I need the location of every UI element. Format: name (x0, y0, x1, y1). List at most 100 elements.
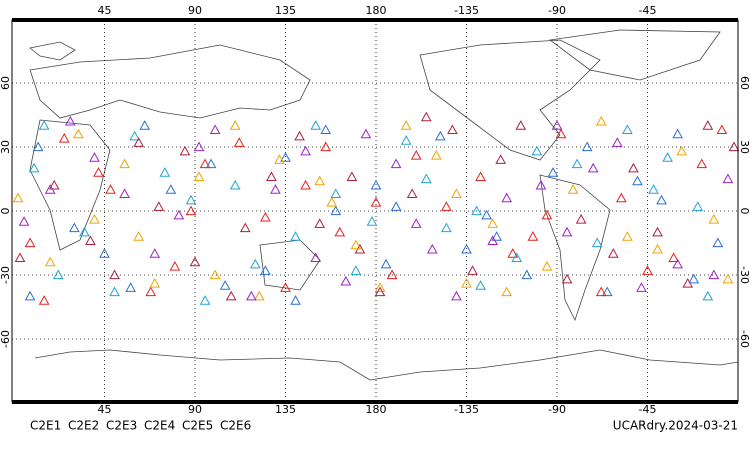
x-tick-label: 135 (275, 4, 296, 17)
observation-marker (567, 184, 579, 194)
observation-marker (656, 194, 667, 205)
observation-marker (595, 286, 607, 297)
observation-marker (119, 188, 130, 199)
y-tick-label: -30 (0, 266, 12, 284)
observation-marker (591, 237, 603, 248)
observation-marker (360, 128, 372, 139)
australia-coast (259, 239, 321, 291)
labels: 45 45 90 90 135 135 180 180 -135 -135 -90 -90 -45 -45… (0, 4, 750, 433)
observation-marker (632, 175, 643, 186)
observation-marker (326, 196, 338, 207)
x-tick-label: 90 (188, 403, 202, 416)
observation-marker (702, 120, 714, 130)
observation-marker (44, 256, 56, 267)
observation-marker (370, 179, 382, 190)
observation-marker (346, 171, 358, 181)
observation-marker (728, 141, 740, 152)
legend-entry: C2E4 (144, 419, 175, 433)
observation-marker (270, 184, 281, 194)
observation-marker (290, 295, 301, 305)
observation-marker (89, 214, 100, 224)
observation-marker (515, 120, 527, 130)
observation-marker (149, 278, 161, 288)
observation-marker (189, 256, 201, 267)
observation-marker (400, 135, 412, 145)
observation-marker (672, 128, 684, 139)
observation-marker (501, 192, 513, 203)
observation-marker (722, 173, 734, 184)
observation-marker (350, 265, 362, 275)
observation-marker (68, 222, 80, 233)
observation-marker (165, 184, 177, 194)
observation-marker (58, 132, 70, 143)
observation-marker (668, 252, 679, 263)
y-tick-label: -60 (738, 330, 750, 348)
legend-entry: C2E1 (30, 419, 61, 433)
observation-marker (447, 124, 458, 135)
observation-marker (330, 205, 342, 216)
observation-marker (340, 275, 352, 286)
observation-marker (652, 226, 663, 237)
observation-marker (14, 252, 26, 263)
observation-marker (642, 265, 653, 275)
observation-marker (555, 128, 567, 139)
observation-marker (487, 218, 498, 228)
observation-marker (616, 192, 627, 203)
observation-marker (300, 145, 311, 156)
observation-marker (561, 226, 573, 237)
observation-marker (153, 201, 165, 211)
observation-marker (249, 258, 261, 269)
observation-marker (93, 167, 104, 177)
observation-marker (290, 231, 301, 241)
observation-marker (628, 162, 639, 173)
x-tick-label: 90 (188, 4, 202, 17)
x-tick-label: -90 (548, 4, 566, 17)
coastlines (29, 29, 739, 381)
eurasia-coast (29, 41, 311, 119)
observation-marker (185, 205, 197, 216)
x-tick-label: 180 (366, 4, 387, 17)
africa-coast (29, 119, 111, 251)
y-tick-label: -60 (0, 330, 12, 348)
observation-marker (64, 115, 76, 126)
observation-marker (280, 152, 291, 162)
observation-marker (461, 243, 472, 254)
observation-marker (52, 269, 64, 280)
observation-marker (139, 120, 151, 130)
observation-marker (595, 115, 607, 126)
observation-marker (239, 222, 251, 233)
observation-marker (44, 184, 56, 194)
observation-marker (129, 130, 141, 141)
observation-marker (430, 150, 442, 160)
observation-marker (209, 269, 221, 280)
observation-marker (648, 184, 659, 194)
observation-marker (274, 154, 285, 164)
observation-marker (374, 282, 386, 292)
observation-marker (89, 152, 100, 162)
x-tick-label: 135 (275, 403, 296, 416)
observation-marker (266, 171, 277, 181)
observation-marker (38, 295, 50, 305)
observation-marker (245, 290, 257, 301)
observation-marker (233, 137, 245, 147)
north-america-coast (419, 39, 601, 161)
observation-marker (708, 269, 720, 280)
observation-marker (696, 158, 708, 169)
observation-marker (314, 218, 326, 228)
observation-marker (334, 226, 346, 237)
observation-marker (133, 137, 145, 147)
observation-marker (320, 124, 332, 135)
observation-marker (390, 201, 402, 211)
x-tick-label: -45 (639, 403, 657, 416)
observation-marker (159, 167, 171, 177)
observation-marker (467, 265, 478, 275)
x-tick-label: 180 (366, 403, 387, 416)
x-tick-label: -45 (639, 4, 657, 17)
observation-marker (702, 290, 714, 301)
observation-marker (547, 167, 559, 177)
observation-marker (199, 295, 211, 305)
y-tick-label: 30 (0, 140, 12, 154)
observation-marker (527, 231, 539, 241)
observation-marker (636, 282, 647, 292)
